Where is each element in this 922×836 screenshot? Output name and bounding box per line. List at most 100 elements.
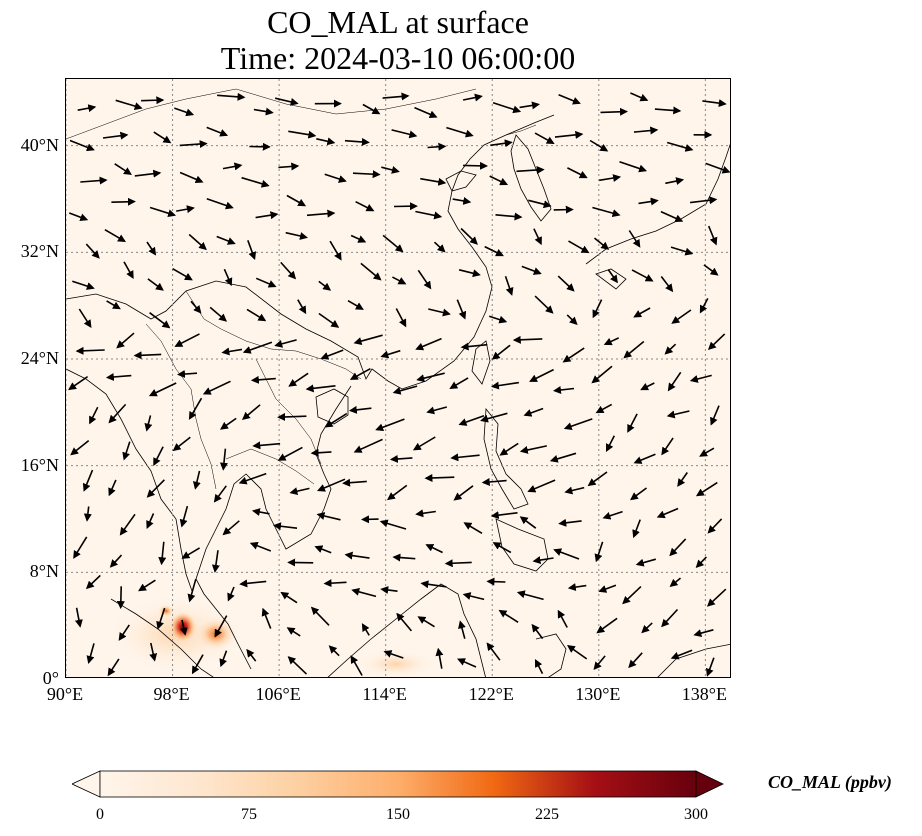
y-tick-label: 32°N [20, 241, 59, 262]
wind-arrow [255, 211, 279, 220]
wind-arrow [671, 309, 692, 324]
wind-arrow [486, 577, 506, 586]
wind-arrow [239, 579, 267, 588]
wind-arrow [352, 170, 381, 179]
wind-arrow [669, 577, 682, 588]
wind-arrow [489, 175, 509, 186]
wind-arrow [118, 624, 130, 641]
map-panel[interactable] [65, 78, 731, 678]
wind-arrow [280, 591, 298, 604]
wind-arrow [380, 349, 401, 359]
wind-arrow [285, 231, 308, 240]
wind-arrow [519, 101, 540, 110]
wind-arrow [640, 382, 655, 391]
wind-arrow [251, 508, 270, 516]
wind-arrow [603, 337, 620, 346]
x-tick-label: 130°E [575, 684, 621, 704]
wind-arrow [317, 478, 346, 492]
wind-arrow [179, 505, 189, 528]
wind-arrow [249, 541, 272, 552]
wind-arrow [241, 176, 270, 188]
wind-arrow [222, 520, 240, 536]
plot-title: CO_MAL at surface Time: 2024-03-10 06:00… [65, 4, 731, 76]
country-borders [66, 88, 537, 490]
wind-arrow [562, 347, 585, 363]
wind-arrow [627, 413, 638, 433]
wind-arrow [428, 308, 451, 317]
wind-arrow [342, 478, 367, 487]
wind-arrow [211, 550, 220, 573]
wind-arrow [633, 453, 656, 464]
wind-arrow [557, 609, 568, 628]
wind-arrow [252, 441, 281, 450]
wind-arrow [457, 658, 477, 668]
concentration-field [106, 594, 436, 677]
wind-arrow [486, 642, 501, 661]
wind-arrow [664, 343, 677, 355]
colorbar-label: CO_MAL (ppbv) [768, 772, 892, 792]
wind-arrow [146, 513, 155, 529]
wind-arrow [450, 453, 480, 462]
wind-arrow [460, 342, 488, 351]
wind-arrow [456, 299, 467, 320]
wind-arrow [288, 130, 317, 139]
wind-arrow [462, 93, 483, 102]
wind-arrow [351, 587, 377, 598]
y-tick-label: 0° [42, 668, 59, 688]
wind-arrow [534, 132, 555, 144]
wind-arrow [382, 92, 410, 101]
wind-arrow [699, 447, 715, 457]
wind-arrow [563, 418, 593, 431]
wind-arrow [444, 559, 472, 568]
colorbar-tick-label: 225 [535, 806, 559, 823]
wind-arrow [534, 295, 554, 314]
wind-arrow [149, 206, 177, 218]
coast-mainland [66, 114, 555, 390]
wind-arrow [286, 627, 301, 637]
coast-hainan [315, 388, 349, 425]
wind-arrow [318, 280, 332, 291]
wind-arrow [528, 199, 552, 209]
wind-arrow [172, 436, 191, 452]
wind-arrow [670, 246, 694, 256]
y-tick-label: 8°N [29, 561, 59, 582]
wind-arrow [360, 262, 382, 281]
wind-arrow [381, 166, 400, 174]
wind-arrow [69, 139, 95, 152]
wind-arrow [353, 438, 383, 453]
wind-arrow [109, 554, 123, 568]
wind-arrow [628, 230, 641, 248]
wind-arrow [156, 607, 166, 630]
wind-arrow [318, 312, 340, 328]
wind-arrow [531, 623, 544, 640]
wind-arrow [554, 130, 584, 139]
wind-arrow [123, 261, 134, 279]
colorbar-tick-label: 150 [386, 806, 410, 823]
wind-arrow [533, 228, 542, 246]
wind-arrow [425, 544, 443, 554]
border-thai-cambodia [225, 448, 315, 485]
wind-arrow [320, 349, 344, 360]
wind-arrow [275, 97, 299, 106]
wind-arrow [148, 382, 177, 397]
wind-arrow [412, 436, 436, 451]
wind-arrow [693, 629, 714, 637]
wind-arrow [242, 341, 273, 354]
wind-arrow [458, 269, 481, 278]
wind-arrow [463, 161, 488, 170]
wind-arrow [181, 547, 201, 559]
wind-arrow [596, 617, 618, 634]
wind-arrow [158, 541, 167, 566]
wind-arrow [387, 484, 408, 501]
wind-arrow [316, 137, 336, 146]
wind-arrow [707, 225, 718, 246]
wind-arrow [661, 437, 674, 456]
wind-arrow [633, 307, 651, 318]
coast-mindanao [495, 518, 549, 572]
wind-arrow [638, 197, 659, 206]
wind-arrow [116, 332, 135, 349]
wind-arrow [480, 412, 508, 423]
wind-arrow [383, 650, 404, 659]
x-tick-label: 98°E [153, 684, 190, 704]
wind-arrow [114, 163, 132, 175]
